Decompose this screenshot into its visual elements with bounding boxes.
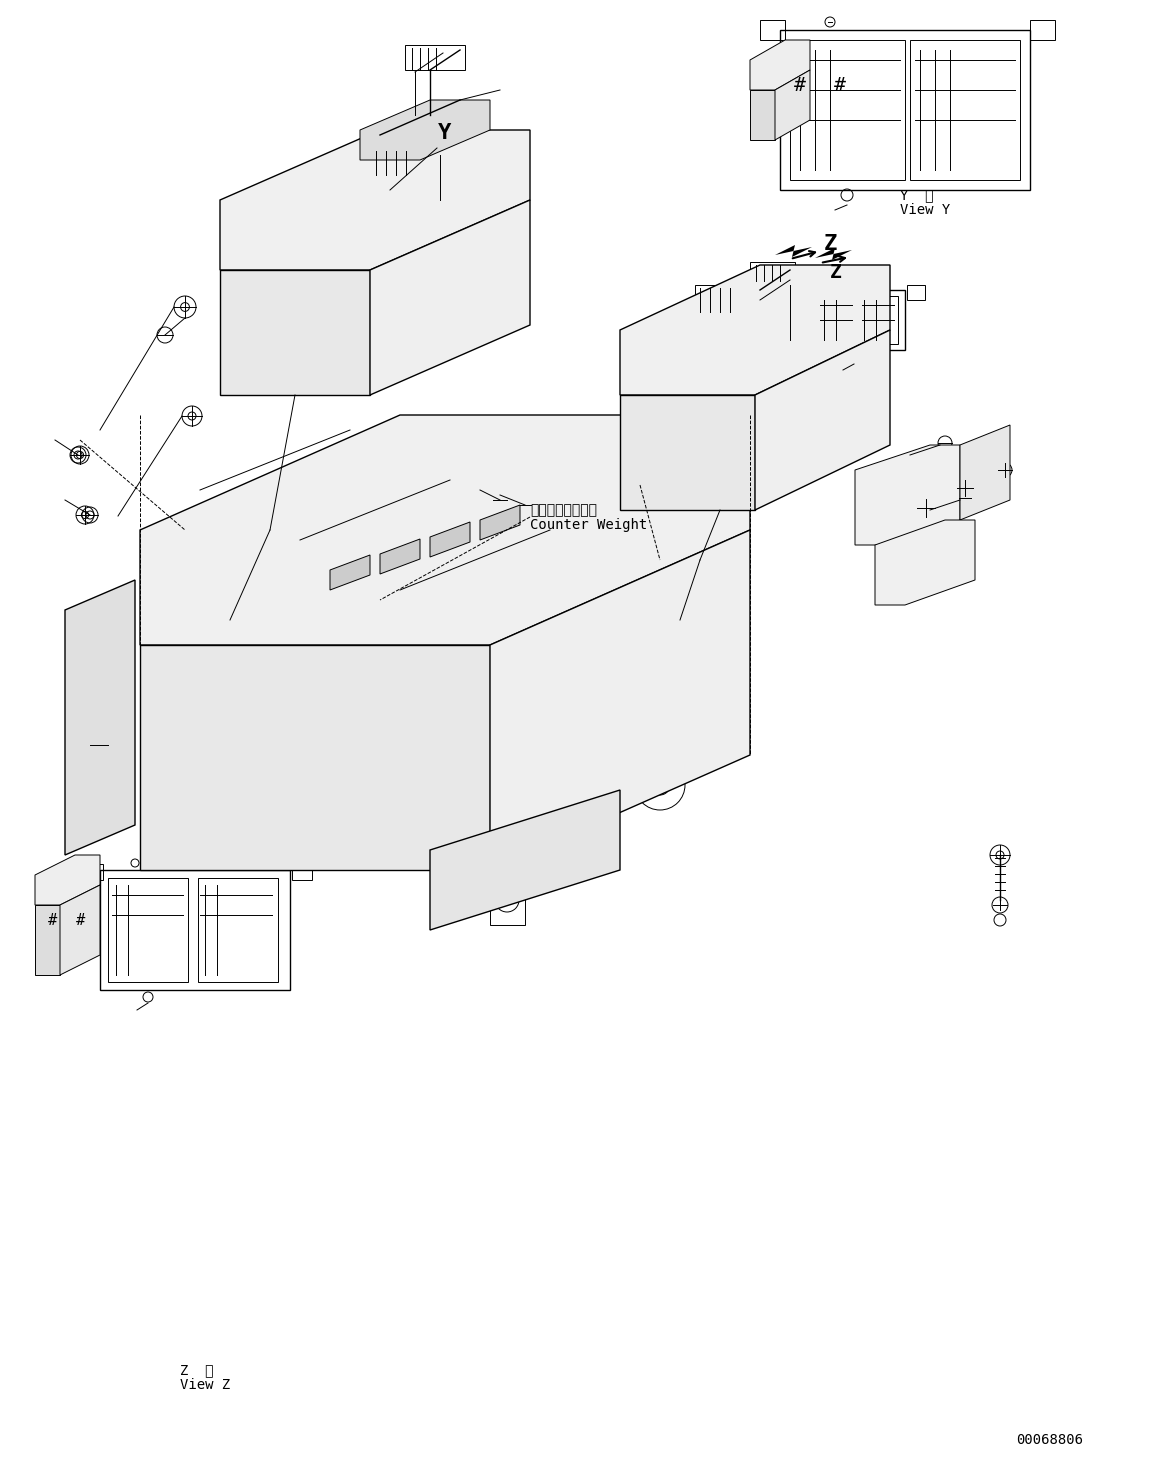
Text: Y: Y [438,122,452,143]
Bar [83,865,103,881]
Polygon shape [875,521,975,605]
Circle shape [290,335,300,346]
Polygon shape [775,245,812,257]
Polygon shape [65,580,135,854]
Bar [780,31,1030,190]
Polygon shape [420,128,453,143]
Text: Z: Z [824,233,836,254]
Polygon shape [855,445,960,545]
Text: #: # [47,913,57,927]
Text: #: # [834,76,845,95]
Bar [907,284,925,300]
Bar [100,870,290,990]
Bar [1030,20,1055,39]
Circle shape [683,455,693,465]
Polygon shape [140,416,750,644]
Text: Counter Weight: Counter Weight [530,518,647,532]
Bar [292,865,312,881]
Text: #: # [75,913,84,927]
Bar [370,149,425,178]
Bar [490,875,526,924]
Polygon shape [60,885,100,975]
Bar [109,878,188,983]
Polygon shape [330,555,370,590]
Bar [810,290,906,350]
Polygon shape [750,90,775,140]
Polygon shape [219,130,530,270]
Bar [750,262,795,284]
Polygon shape [219,270,370,395]
Polygon shape [35,854,100,905]
Polygon shape [490,531,750,870]
Polygon shape [370,200,530,395]
Text: #: # [795,76,806,95]
Bar [910,39,1020,179]
Bar [198,878,278,983]
Polygon shape [360,101,490,160]
Bar [82,700,117,749]
Polygon shape [775,70,810,140]
Bar [405,45,465,70]
Bar [760,20,785,39]
Bar [790,39,906,179]
Polygon shape [140,644,490,870]
Polygon shape [380,539,420,574]
Bar [818,296,856,344]
Polygon shape [750,39,810,90]
Polygon shape [35,905,60,975]
Bar [860,296,897,344]
Polygon shape [430,522,470,557]
Text: 00068806: 00068806 [1016,1433,1083,1446]
Bar [795,284,813,300]
Polygon shape [815,248,852,260]
Polygon shape [620,395,755,510]
Text: Y  視: Y 視 [900,188,933,203]
Polygon shape [430,790,620,930]
Text: View Y: View Y [900,203,951,217]
Text: View Z: View Z [180,1378,230,1392]
Text: Z  視: Z 視 [180,1363,214,1376]
Polygon shape [480,504,520,539]
Bar [695,284,750,315]
Polygon shape [960,424,1009,521]
Text: Z: Z [830,262,842,281]
Text: カウンタウェイト: カウンタウェイト [530,503,597,518]
Polygon shape [755,330,891,510]
Polygon shape [620,265,891,395]
